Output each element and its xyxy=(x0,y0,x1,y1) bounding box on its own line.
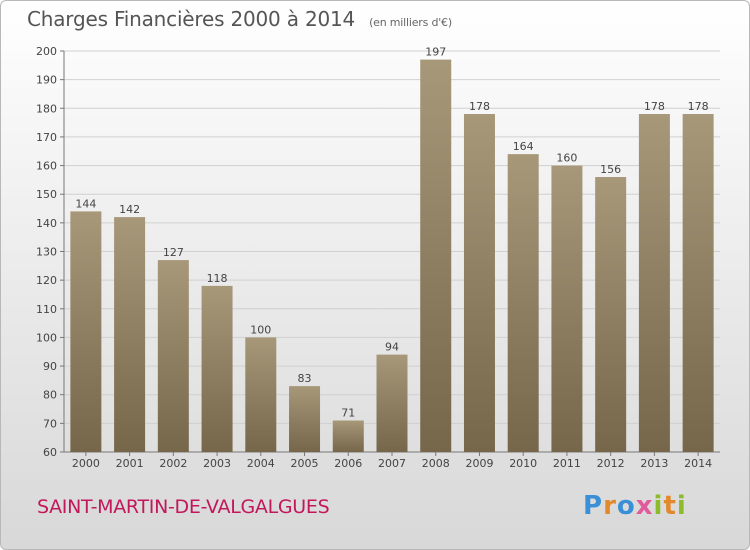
value-label-2008: 197 xyxy=(425,46,446,59)
y-tick-label: 70 xyxy=(43,417,57,430)
y-tick-label: 110 xyxy=(36,303,57,316)
x-tick-label-2014: 2014 xyxy=(684,457,712,470)
place-name: SAINT-MARTIN-DE-VALGALGUES xyxy=(37,496,330,518)
x-tick-label-2004: 2004 xyxy=(247,457,275,470)
x-tick-label-2007: 2007 xyxy=(378,457,406,470)
value-label-2000: 144 xyxy=(75,197,96,210)
value-label-2003: 118 xyxy=(207,272,228,285)
value-label-2012: 156 xyxy=(600,163,621,176)
y-tick-label: 60 xyxy=(43,446,57,459)
x-tick-label-2005: 2005 xyxy=(291,457,319,470)
chart-title-text: Charges Financières 2000 à 2014 xyxy=(27,7,356,31)
bar-2007 xyxy=(376,354,408,452)
value-label-2007: 94 xyxy=(385,341,399,354)
bar-2011 xyxy=(551,165,583,453)
x-tick-label-2011: 2011 xyxy=(553,457,581,470)
y-tick-label: 140 xyxy=(36,217,57,230)
y-tick-label: 180 xyxy=(36,102,57,115)
y-tick-label: 200 xyxy=(36,45,57,58)
value-label-2005: 83 xyxy=(298,372,312,385)
bar-2010 xyxy=(507,154,539,452)
value-label-2002: 127 xyxy=(163,246,184,259)
y-tick-label: 150 xyxy=(36,188,57,201)
value-label-2011: 160 xyxy=(556,152,577,165)
x-tick-label-2010: 2010 xyxy=(509,457,537,470)
bar-2003 xyxy=(201,285,233,452)
x-tick-label-2008: 2008 xyxy=(422,457,450,470)
y-tick-label: 80 xyxy=(43,389,57,402)
value-label-2001: 142 xyxy=(119,203,140,216)
bar-2004 xyxy=(245,337,277,452)
x-tick-label-2013: 2013 xyxy=(640,457,668,470)
x-tick-label-2003: 2003 xyxy=(203,457,231,470)
value-label-2004: 100 xyxy=(250,323,271,336)
y-tick-label: 130 xyxy=(36,246,57,259)
y-tick-label: 160 xyxy=(36,160,57,173)
y-tick-label: 190 xyxy=(36,74,57,87)
bar-2006 xyxy=(332,420,364,452)
y-tick-label: 90 xyxy=(43,360,57,373)
bar-2008 xyxy=(420,59,452,452)
x-tick-label-2012: 2012 xyxy=(597,457,625,470)
chart-title: Charges Financières 2000 à 2014 (en milli… xyxy=(27,7,452,31)
proxiti-logo[interactable]: Proxiti xyxy=(583,491,687,521)
y-tick-label: 120 xyxy=(36,274,57,287)
x-tick-label-2006: 2006 xyxy=(334,457,362,470)
bar-2002 xyxy=(157,260,189,452)
x-tick-label-2002: 2002 xyxy=(159,457,187,470)
value-label-2009: 178 xyxy=(469,100,490,113)
value-label-2013: 178 xyxy=(644,100,665,113)
bar-2005 xyxy=(289,386,321,452)
x-tick-label-2001: 2001 xyxy=(116,457,144,470)
y-tick-label: 100 xyxy=(36,331,57,344)
x-tick-label-2000: 2000 xyxy=(72,457,100,470)
bar-2014 xyxy=(682,114,714,452)
chart-subtitle: (en milliers d'€) xyxy=(369,16,452,29)
bar-2013 xyxy=(638,114,670,452)
labels: 144 2000 142 2001 127 2002 118 2003 100 2004 83 200… xyxy=(72,46,712,470)
bar-2000 xyxy=(70,211,102,452)
bar-2012 xyxy=(595,177,627,452)
y-tick-label: 170 xyxy=(36,131,57,144)
bar-2009 xyxy=(463,114,495,452)
bars xyxy=(70,59,714,453)
value-label-2014: 178 xyxy=(688,100,709,113)
value-label-2006: 71 xyxy=(341,406,355,419)
bar-2001 xyxy=(114,217,146,452)
x-tick-label-2009: 2009 xyxy=(465,457,493,470)
value-label-2010: 164 xyxy=(513,140,534,153)
